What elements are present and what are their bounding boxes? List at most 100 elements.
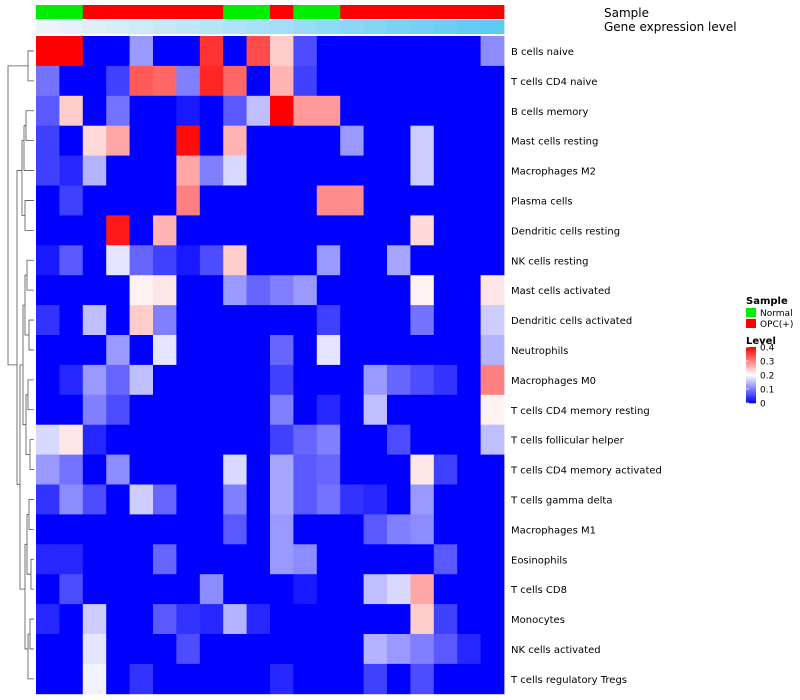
heatmap-cell — [340, 424, 364, 455]
heatmap-cell — [246, 424, 271, 455]
heatmap-cell — [270, 454, 294, 485]
dendrogram-branch — [22, 304, 26, 426]
heatmap-cell — [36, 364, 60, 396]
heatmap-cell — [82, 305, 107, 336]
heatmap-cell — [82, 215, 107, 246]
level-legend-gradient-step — [746, 359, 756, 362]
heatmap-cell — [480, 424, 505, 455]
heatmap-cell — [480, 574, 505, 605]
expression-annotation-cell — [153, 20, 177, 34]
heatmap-cell — [246, 305, 271, 336]
heatmap-cell — [82, 125, 107, 156]
heatmap-cell — [223, 604, 247, 635]
level-legend-gradient-step — [746, 389, 756, 391]
heatmap-cell — [153, 544, 177, 575]
row-label: T cells CD4 memory resting — [510, 406, 650, 417]
heatmap-cell — [36, 185, 60, 216]
dendrogram-branch — [19, 364, 25, 590]
heatmap-cell — [433, 245, 458, 276]
heatmap-cell — [316, 305, 341, 336]
heatmap-cell — [129, 454, 154, 485]
heatmap-cell — [340, 155, 364, 186]
heatmap-cell — [246, 574, 271, 605]
heatmap-cells — [36, 36, 505, 695]
heatmap-cell — [270, 245, 294, 276]
row-label: B cells naive — [511, 47, 574, 58]
heatmap-cell — [82, 275, 107, 306]
heatmap-cell — [340, 663, 364, 695]
heatmap-cell — [129, 275, 154, 306]
sample-legend-swatch — [746, 319, 756, 328]
heatmap-cell — [457, 484, 481, 515]
heatmap-cell — [106, 663, 130, 695]
heatmap-cell — [223, 305, 247, 336]
level-legend-gradient-step — [746, 372, 756, 374]
heatmap-cell — [153, 245, 177, 276]
dendrogram-branch — [23, 125, 34, 171]
sample-annotation-cell — [82, 5, 107, 19]
sample-annotation-cell — [316, 5, 341, 19]
heatmap-cell — [246, 65, 271, 97]
heatmap-cell — [293, 604, 318, 635]
heatmap-cell — [36, 215, 60, 246]
heatmap-cell — [457, 604, 481, 635]
heatmap-cell — [246, 275, 271, 306]
dendrogram-branch — [27, 633, 34, 680]
heatmap-cell — [433, 335, 458, 366]
heatmap-cell — [106, 65, 130, 97]
heatmap-cell — [129, 663, 154, 695]
heatmap-cell — [199, 215, 224, 246]
heatmap-cell — [363, 36, 388, 67]
heatmap-cell — [106, 394, 130, 426]
heatmap-cell — [106, 604, 130, 635]
level-legend-gradient-step — [746, 398, 756, 401]
heatmap-cell — [223, 514, 247, 545]
dendrogram-branch — [21, 140, 25, 216]
heatmap-cell — [199, 185, 224, 216]
heatmap-cell — [293, 454, 318, 485]
heatmap-cell — [293, 215, 318, 246]
heatmap-cell — [363, 424, 388, 455]
heatmap-cell — [246, 634, 271, 665]
heatmap-cell — [340, 484, 364, 515]
heatmap-cell — [59, 424, 84, 455]
heatmap-cell — [410, 185, 435, 216]
heatmap-cell — [82, 424, 107, 455]
heatmap-cell — [176, 245, 201, 276]
heatmap-cell — [363, 484, 388, 515]
heatmap-cell — [223, 65, 247, 97]
level-legend-gradient-step — [746, 354, 756, 356]
heatmap-cell — [480, 185, 505, 216]
heatmap-cell — [199, 275, 224, 306]
heatmap-cell — [223, 245, 247, 276]
heatmap-cell — [340, 185, 364, 216]
sample-annotation-cell — [223, 5, 247, 19]
heatmap-cell — [153, 155, 177, 186]
heatmap-cell — [153, 36, 177, 67]
heatmap-cell — [293, 574, 318, 605]
level-legend-gradient-step — [746, 361, 756, 363]
heatmap-cell — [199, 335, 224, 366]
heatmap-cell — [246, 125, 271, 156]
level-legend-tick-label: 0.3 — [760, 358, 774, 368]
heatmap-cell — [480, 394, 505, 426]
heatmap-cell — [270, 36, 294, 67]
dendrogram-branch — [28, 499, 34, 530]
level-legend-gradient-step — [746, 375, 756, 377]
heatmap-cell — [457, 245, 481, 276]
heatmap-cell — [59, 95, 84, 127]
level-legend-tick-label: 0.4 — [760, 344, 775, 354]
heatmap-cell — [387, 634, 411, 665]
heatmap-cell — [223, 335, 247, 366]
row-label: T cells CD4 naive — [510, 77, 597, 88]
heatmap-cell — [129, 364, 154, 396]
heatmap-cell — [59, 484, 84, 515]
heatmap-cell — [153, 305, 177, 336]
heatmap-cell — [387, 484, 411, 515]
level-legend-gradient-step — [746, 358, 756, 360]
level-legend-gradient-step — [746, 384, 756, 387]
heatmap-cell — [410, 155, 435, 186]
heatmap-cell — [316, 65, 341, 97]
heatmap-cell — [36, 95, 60, 127]
